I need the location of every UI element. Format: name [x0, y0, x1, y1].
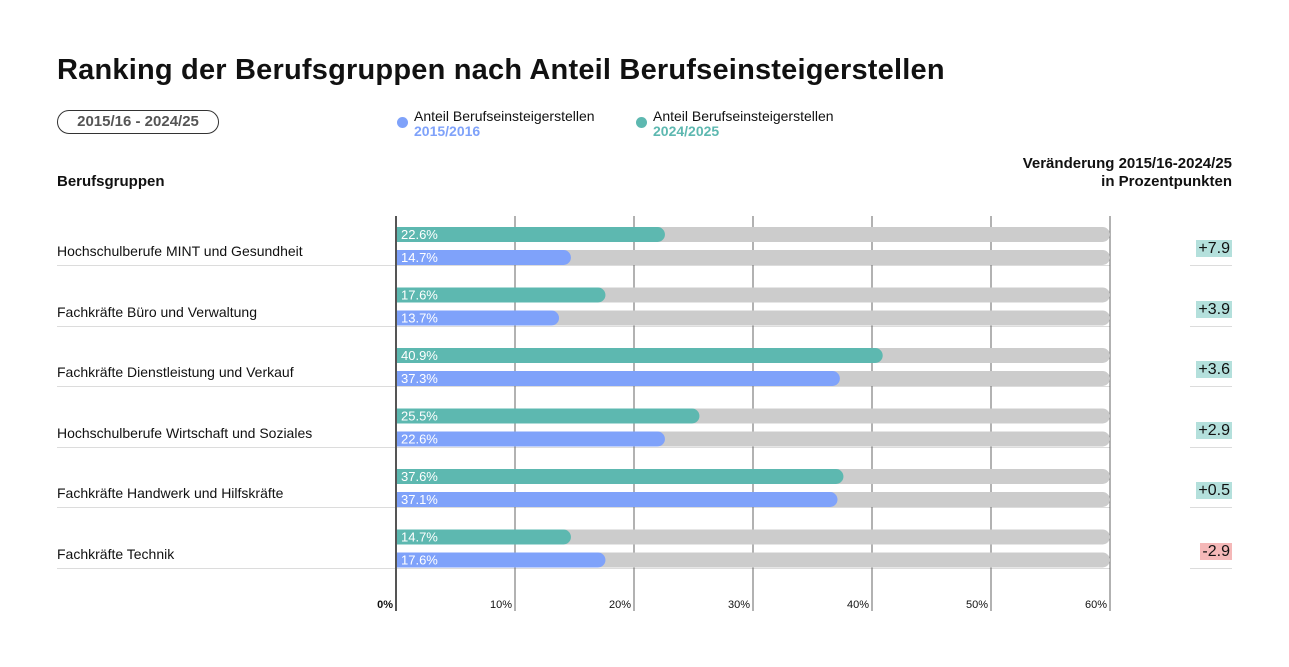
category-label: Hochschulberufe Wirtschaft und Soziales — [57, 424, 313, 441]
change-value: +2.9 — [1196, 421, 1232, 439]
row-divider — [1190, 446, 1232, 448]
bar-2024 — [396, 348, 883, 363]
bar-2015 — [396, 431, 665, 447]
bar-2024 — [396, 529, 571, 545]
legend-dot-icon — [636, 117, 647, 128]
bar-2015 — [396, 552, 606, 568]
legend-label: Anteil Berufseinsteigerstellen — [414, 108, 595, 124]
change-value: +7.9 — [1196, 240, 1232, 257]
row-divider — [57, 446, 1110, 448]
change-value: -2.9 — [1200, 542, 1232, 560]
row-divider — [1190, 507, 1232, 508]
bar-value-label: 22.6% — [401, 432, 438, 447]
bar-value-label: 37.3% — [401, 371, 438, 386]
row-divider — [57, 567, 1110, 569]
period-badge: 2015/16 - 2024/25 — [57, 110, 219, 134]
change-value: +3.9 — [1196, 300, 1232, 318]
bar-value-label: 37.6% — [401, 469, 438, 484]
bar-cap — [396, 408, 404, 424]
category-label: Fachkräfte Dienstleistung und Verkauf — [57, 364, 294, 380]
bar-2024 — [396, 469, 844, 484]
bar-track — [396, 250, 1110, 265]
bar-value-label: 22.6% — [401, 227, 438, 242]
bar-value-label: 14.7% — [401, 530, 438, 545]
column-header-groups: Berufsgruppen — [57, 173, 165, 190]
row-divider — [57, 265, 1110, 266]
bar-value-label: 13.7% — [401, 311, 438, 326]
x-tick-label: 50% — [966, 599, 988, 611]
bar-cap — [396, 492, 404, 507]
bar-cap — [396, 250, 404, 265]
bar-value-label: 17.6% — [401, 288, 438, 303]
bar-cap — [396, 287, 404, 303]
bar-cap — [396, 529, 404, 545]
change-value: +3.6 — [1196, 361, 1232, 378]
bar-cap — [396, 552, 404, 568]
bar-2024 — [396, 227, 665, 242]
bar-2015 — [396, 492, 838, 507]
x-tick-label: 60% — [1085, 599, 1107, 611]
bar-cap — [396, 469, 404, 484]
chart-title: Ranking der Berufsgruppen nach Anteil Be… — [57, 54, 945, 86]
category-label: Fachkräfte Büro und Verwaltung — [57, 303, 258, 320]
header-change-line1: Veränderung 2015/16-2024/25 — [1022, 155, 1232, 172]
bar-cap — [396, 371, 404, 386]
x-tick-label: 30% — [728, 599, 750, 611]
category-label: Fachkräfte Handwerk und Hilfskräfte — [57, 485, 284, 501]
change-value: +0.5 — [1196, 482, 1232, 499]
category-label: Hochschulberufe MINT und Gesundheit — [57, 243, 303, 259]
bar-value-label: 37.1% — [401, 492, 438, 507]
bar-cap — [396, 431, 404, 447]
bar-value-label: 25.5% — [401, 409, 438, 424]
x-tick-label: 20% — [609, 599, 631, 611]
bar-value-label: 17.6% — [401, 553, 438, 568]
legend-dot-icon — [397, 117, 408, 128]
bar-cap — [396, 348, 404, 363]
bar-2024 — [396, 408, 700, 424]
bar-value-label: 14.7% — [401, 250, 438, 265]
bar-cap — [396, 227, 404, 242]
bar-2015 — [396, 310, 560, 326]
x-tick-label: 0% — [377, 599, 393, 611]
category-label: Fachkräfte Technik — [57, 545, 175, 562]
row-divider — [1190, 325, 1232, 327]
row-divider — [1190, 265, 1232, 266]
bar-track — [396, 310, 1110, 326]
legend-year: 2015/2016 — [414, 123, 481, 139]
row-divider — [57, 386, 1110, 387]
bar-value-label: 40.9% — [401, 348, 438, 363]
row-divider — [1190, 386, 1232, 387]
row-divider — [57, 507, 1110, 508]
header-change-line2: in Prozentpunkten — [1101, 173, 1232, 190]
bar-2015 — [396, 371, 840, 386]
column-header-change: Veränderung 2015/16-2024/25 in Prozentpu… — [1023, 155, 1232, 191]
x-tick-label: 10% — [490, 599, 512, 611]
bar-track — [396, 529, 1110, 545]
legend-label: Anteil Berufseinsteigerstellen — [653, 108, 834, 124]
bar-2024 — [396, 287, 606, 303]
bar-2015 — [396, 250, 571, 265]
row-divider — [57, 325, 1110, 327]
row-divider — [1190, 567, 1232, 569]
legend-item-2024: Anteil Berufseinsteigerstellen 2024/2025 — [636, 108, 834, 139]
bar-cap — [396, 310, 404, 326]
x-tick-label: 40% — [847, 599, 869, 611]
legend-item-2015: Anteil Berufseinsteigerstellen 2015/2016 — [397, 108, 595, 139]
legend-year: 2024/2025 — [653, 123, 720, 139]
